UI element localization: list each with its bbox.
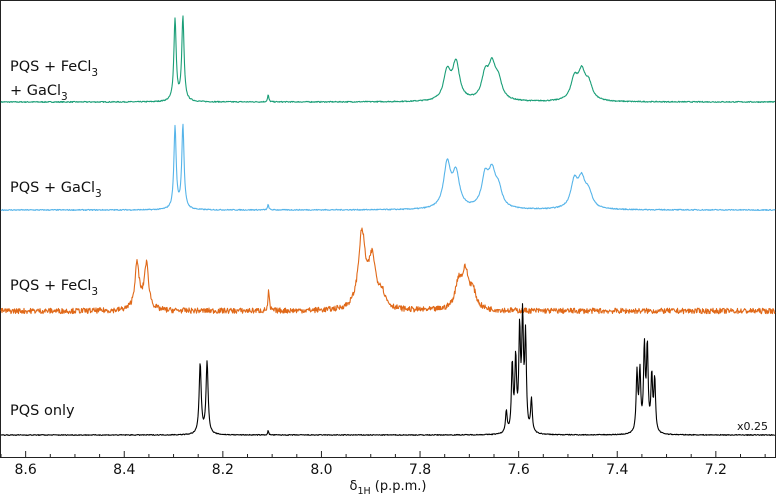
plot-frame bbox=[0, 0, 776, 458]
trace-labels: PQS + FeCl3 + GaCl3 PQS + GaCl3 PQS + FeCl3… bbox=[10, 59, 768, 433]
x-tick-label-8.2: 8.2 bbox=[212, 462, 234, 478]
x-tick-label-7.2: 7.2 bbox=[705, 462, 727, 478]
x-tick-label-8.0: 8.0 bbox=[310, 462, 332, 478]
series-label-fecl3_gacl3-1: + GaCl3 bbox=[10, 83, 68, 103]
x-tick-label-8.4: 8.4 bbox=[113, 462, 135, 478]
series-label-fecl3-0: PQS + FeCl3 bbox=[10, 278, 98, 298]
x-tick-label-7.8: 7.8 bbox=[409, 462, 431, 478]
scale-factor-note: x0.25 bbox=[737, 420, 768, 433]
spectrum-line-gacl3 bbox=[0, 123, 776, 212]
spectrum-line-pqs_only bbox=[0, 303, 776, 436]
spectrum-traces bbox=[0, 15, 776, 436]
spectrum-line-fecl3_gacl3 bbox=[0, 15, 776, 104]
x-tick-label-7.4: 7.4 bbox=[606, 462, 628, 478]
series-label-pqs_only-0: PQS only bbox=[10, 403, 75, 419]
x-tick-label-7.6: 7.6 bbox=[508, 462, 530, 478]
spectrum-line-fecl3 bbox=[0, 227, 776, 315]
x-tick-label-8.6: 8.6 bbox=[15, 462, 37, 478]
x-axis-title: δ1H (p.p.m.) bbox=[349, 479, 426, 497]
series-label-fecl3_gacl3-0: PQS + FeCl3 bbox=[10, 59, 98, 79]
series-label-gacl3-0: PQS + GaCl3 bbox=[10, 180, 102, 200]
x-axis-ticks: 8.6 8.4 8.2 8.0 7.8 7.6 7.4 7.2 bbox=[0, 451, 766, 478]
